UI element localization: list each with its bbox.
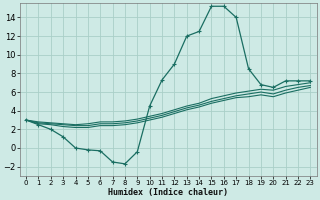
X-axis label: Humidex (Indice chaleur): Humidex (Indice chaleur) (108, 188, 228, 197)
